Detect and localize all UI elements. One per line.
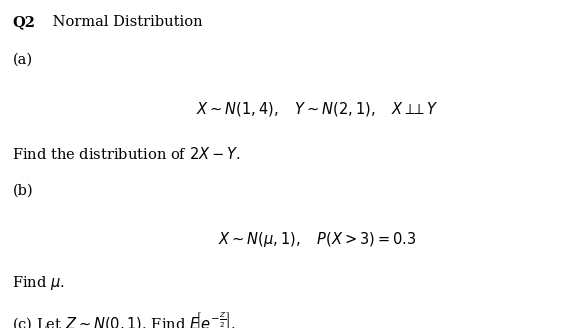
Text: Normal Distribution: Normal Distribution <box>48 15 202 29</box>
Text: Find the distribution of $2X - Y$.: Find the distribution of $2X - Y$. <box>12 146 241 162</box>
Text: Q2: Q2 <box>12 15 36 29</box>
Text: Find $\mu$.: Find $\mu$. <box>12 274 65 292</box>
Text: $X \sim N(\mu, 1), \quad P(X > 3) = 0.3$: $X \sim N(\mu, 1), \quad P(X > 3) = 0.3$ <box>218 230 416 249</box>
Text: (a): (a) <box>12 52 33 67</box>
Text: $X \sim N(1,4), \quad Y \sim N(2,1), \quad X \perp\!\!\!\perp Y$: $X \sim N(1,4), \quad Y \sim N(2,1), \qu… <box>196 100 438 118</box>
Text: (c) Let $Z \sim N(0,1)$. Find $E\!\left[e^{-\frac{Z}{2}}\right]$.: (c) Let $Z \sim N(0,1)$. Find $E\!\left[… <box>12 310 237 328</box>
Text: (b): (b) <box>12 184 33 198</box>
